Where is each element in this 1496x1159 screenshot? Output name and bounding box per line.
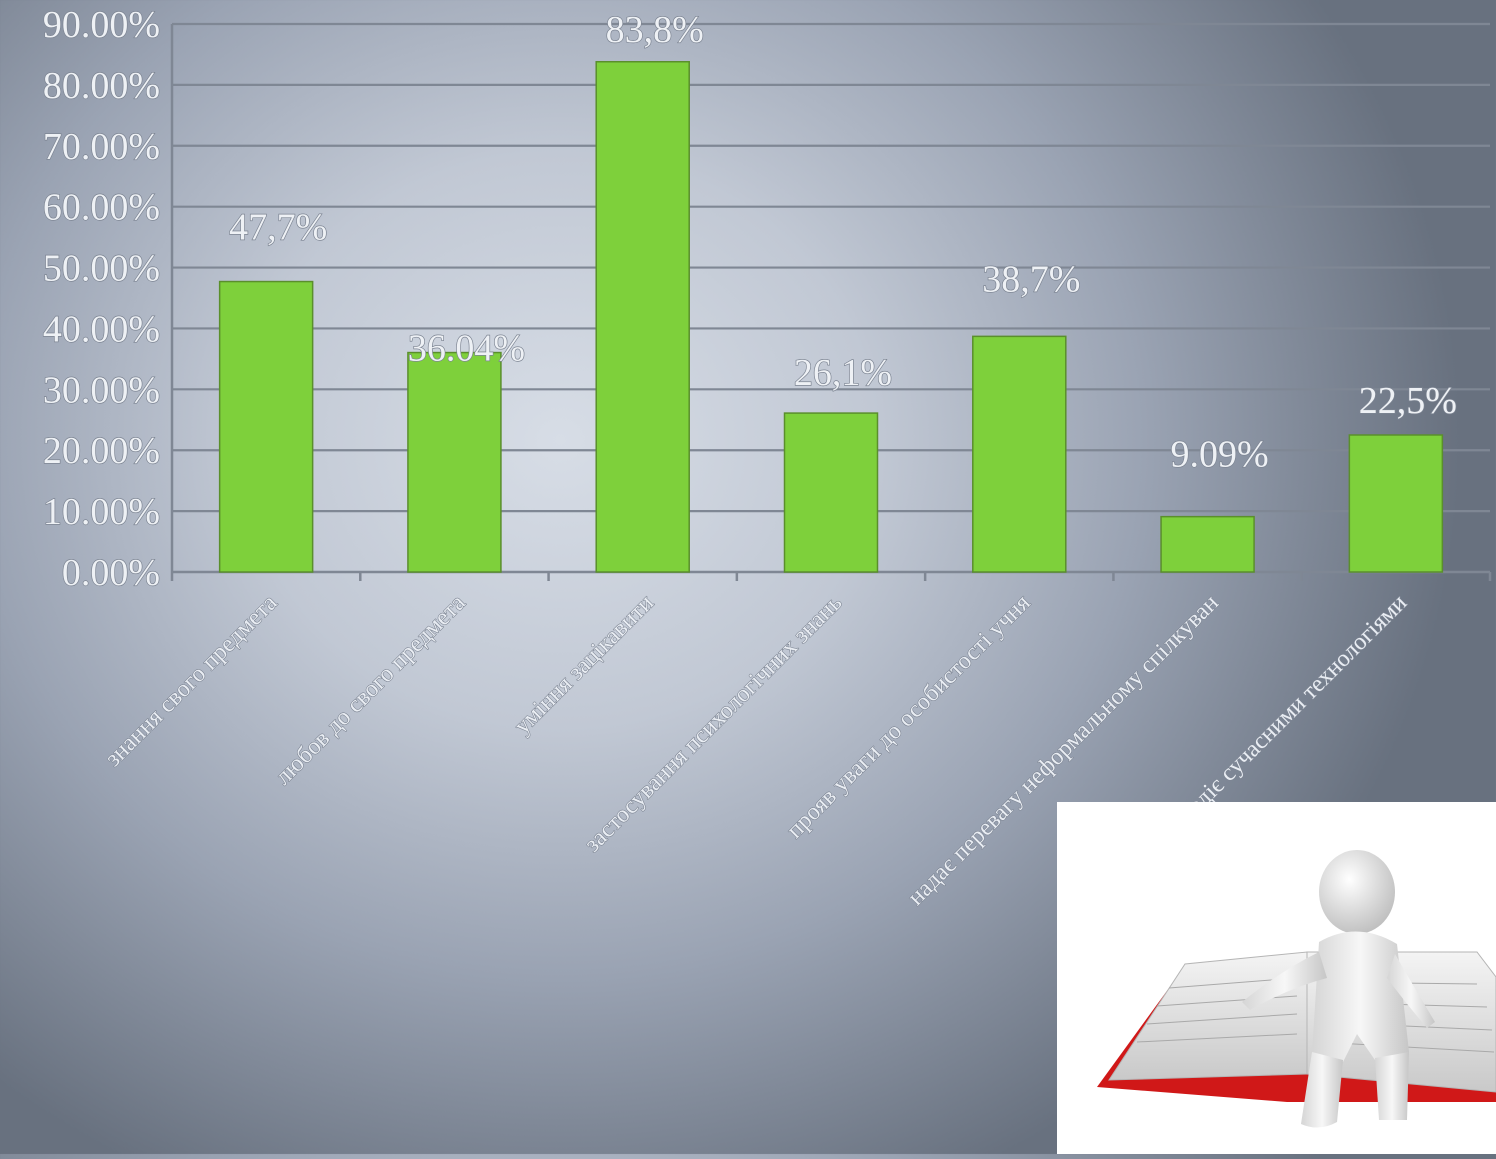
category-label: знання свого предмета bbox=[100, 590, 282, 772]
y-tick-label: 50.00% bbox=[43, 248, 160, 290]
category-label: уміння зацікавити bbox=[509, 590, 659, 740]
category-label: любов до свого предмета bbox=[270, 590, 471, 791]
y-tick-label: 0.00% bbox=[62, 552, 160, 594]
y-tick-label: 20.00% bbox=[43, 430, 160, 472]
y-tick-label: 10.00% bbox=[43, 491, 160, 533]
bar bbox=[1348, 434, 1444, 573]
y-tick-label: 60.00% bbox=[43, 187, 160, 229]
y-tick-label: 80.00% bbox=[43, 65, 160, 107]
y-tick-label: 70.00% bbox=[43, 126, 160, 168]
data-label: 26,1% bbox=[794, 352, 892, 394]
data-label: 22,5% bbox=[1359, 380, 1457, 422]
y-tick-label: 40.00% bbox=[43, 308, 160, 350]
bar bbox=[407, 351, 502, 573]
gridlines bbox=[170, 22, 1492, 581]
bar bbox=[1160, 515, 1255, 573]
y-axis-tick-labels: 0.00% 10.00% 20.00% 30.00% 40.00% 50.00% 60.00… bbox=[42, 3, 161, 594]
bar bbox=[218, 280, 314, 573]
data-label: 83,8% bbox=[606, 9, 704, 51]
data-label: 38,7% bbox=[982, 258, 1080, 300]
bar bbox=[972, 335, 1067, 573]
bars bbox=[218, 61, 1444, 573]
bar bbox=[783, 412, 879, 573]
data-label: 47,7% bbox=[229, 207, 327, 249]
y-tick-label: 90.00% bbox=[43, 4, 160, 46]
person-reading-book-icon bbox=[1057, 802, 1496, 1154]
data-labels: 47,7% 36.04% 83,8% 26,1% 38,7% 9.09% 22,5% bbox=[228, 8, 1457, 476]
y-tick-label: 30.00% bbox=[43, 369, 160, 411]
data-label: 36.04% bbox=[408, 328, 525, 370]
bar bbox=[595, 61, 690, 573]
data-label: 9.09% bbox=[1170, 434, 1268, 476]
